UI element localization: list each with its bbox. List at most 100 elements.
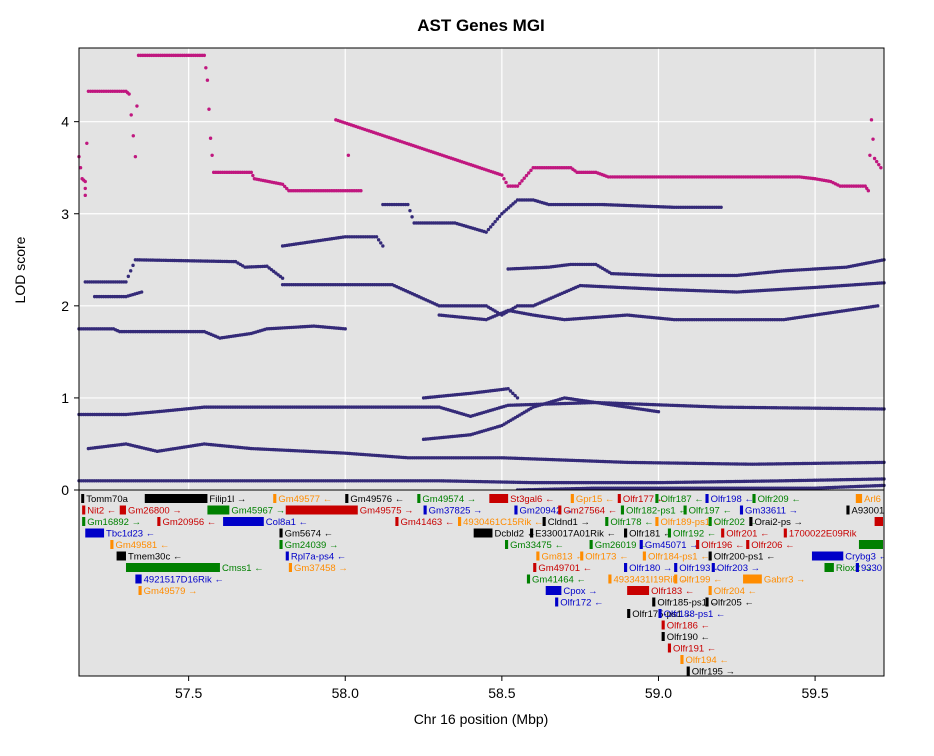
gene-block	[138, 586, 142, 595]
gene-block	[652, 597, 656, 607]
primary-point	[527, 171, 531, 175]
gene-label: Olfr199 ←	[679, 575, 722, 586]
gene-label: 9330	[861, 563, 882, 574]
series-other	[77, 198, 886, 492]
data-point	[128, 269, 133, 273]
primary-point	[877, 162, 881, 167]
data-point	[126, 274, 131, 279]
gene-block	[580, 551, 584, 561]
gene-label: A93001	[852, 506, 885, 517]
gene-block	[85, 528, 105, 538]
gene-track: Tomm70a Filip1l → Gm49577 ← Gm49576 ← Gm4957…	[81, 494, 896, 678]
gene-block	[285, 551, 289, 561]
primary-point	[83, 186, 87, 191]
gene-label: Gm20956 ←	[162, 517, 216, 528]
gene-label: Olfr187 ←	[660, 494, 703, 505]
x-tick-label: 59.5	[801, 685, 828, 701]
x-tick-label: 58.5	[488, 685, 515, 701]
gene-label: Olfr188-ps1 ←	[664, 609, 726, 620]
gene-block	[526, 574, 531, 584]
gene-block	[739, 505, 744, 515]
primary-point	[210, 153, 214, 157]
primary-point	[78, 166, 83, 170]
y-axis-label: LOD score	[12, 236, 28, 303]
gene-label: Gm813 ←	[541, 552, 584, 563]
gene-block	[458, 517, 462, 526]
gene-block	[514, 505, 518, 515]
gene-label: Col8a1 ←	[266, 517, 308, 528]
gene-label: 49	[885, 517, 896, 528]
gene-block	[686, 666, 690, 676]
primary-point	[529, 168, 533, 173]
gene-block	[125, 563, 220, 572]
data-point	[513, 393, 517, 398]
gene-block	[743, 574, 762, 584]
gene-block	[555, 597, 559, 607]
data-point	[491, 222, 495, 226]
gene-label: Gm49701 ←	[538, 563, 592, 574]
primary-point	[202, 53, 206, 58]
gene-label: Olfr180 →	[629, 563, 672, 574]
primary-point	[285, 186, 289, 191]
gene-block	[708, 517, 712, 526]
primary-point	[133, 154, 138, 159]
gene-label: Olfr195 →	[692, 667, 735, 678]
gene-block	[533, 563, 537, 572]
primary-point	[869, 118, 874, 122]
gene-label: Gm5674 ←	[285, 529, 334, 540]
gene-label: Olfr172 ←	[560, 598, 603, 609]
gene-block	[536, 551, 540, 561]
gene-block	[680, 655, 684, 664]
data-point	[280, 276, 285, 280]
primary-point	[131, 134, 135, 138]
primary-point	[207, 107, 211, 111]
gene-label: Gm37825 →	[429, 506, 483, 517]
data-point	[511, 391, 515, 396]
gene-label: Cldnd1 →	[548, 517, 590, 528]
data-point	[379, 241, 383, 245]
gene-block	[135, 574, 142, 584]
data-point	[484, 230, 488, 234]
gene-block	[288, 563, 292, 572]
primary-point	[282, 184, 287, 189]
data-point	[374, 235, 379, 239]
gene-label: Gm49581 ←	[115, 540, 169, 551]
gene-block	[752, 494, 756, 503]
gene-label: Gm37458 →	[294, 563, 348, 574]
chart-title: AST Genes MGI	[417, 16, 545, 35]
gene-block	[157, 517, 161, 526]
gene-block	[423, 505, 427, 515]
gene-block	[558, 505, 562, 515]
primary-point	[513, 184, 517, 188]
gene-label: Olfr177 ←	[623, 494, 666, 505]
primary-point	[508, 184, 513, 188]
x-tick-label: 59.0	[645, 685, 672, 701]
gene-block	[279, 540, 283, 549]
gene-block	[661, 632, 665, 641]
gene-label: 4921517D16Rik ←	[144, 575, 224, 586]
gene-label: Orai2-ps →	[754, 517, 803, 528]
gene-block	[705, 597, 709, 607]
gene-label: Olfr204 ←	[714, 586, 757, 597]
primary-point	[83, 193, 87, 198]
primary-point	[129, 113, 133, 117]
primary-point	[251, 173, 255, 178]
gene-block	[624, 563, 628, 572]
gene-label: Olfr194 ←	[686, 655, 729, 666]
gene-block	[119, 505, 126, 515]
gene-block	[110, 540, 114, 549]
data-point	[410, 215, 414, 219]
data-point	[506, 387, 510, 391]
data-point	[502, 210, 506, 214]
gene-block	[846, 505, 850, 515]
gene-label: Olfr185-ps1 ←	[657, 598, 719, 609]
plot-panel	[79, 48, 884, 490]
data-point	[376, 238, 381, 242]
gene-label: Olfr186 ←	[667, 621, 710, 632]
primary-point	[524, 173, 529, 178]
gene-block	[530, 528, 534, 538]
gene-label: Tmem30c ←	[128, 552, 182, 563]
gene-block	[627, 586, 650, 595]
primary-point	[506, 184, 510, 188]
primary-point	[500, 173, 504, 177]
